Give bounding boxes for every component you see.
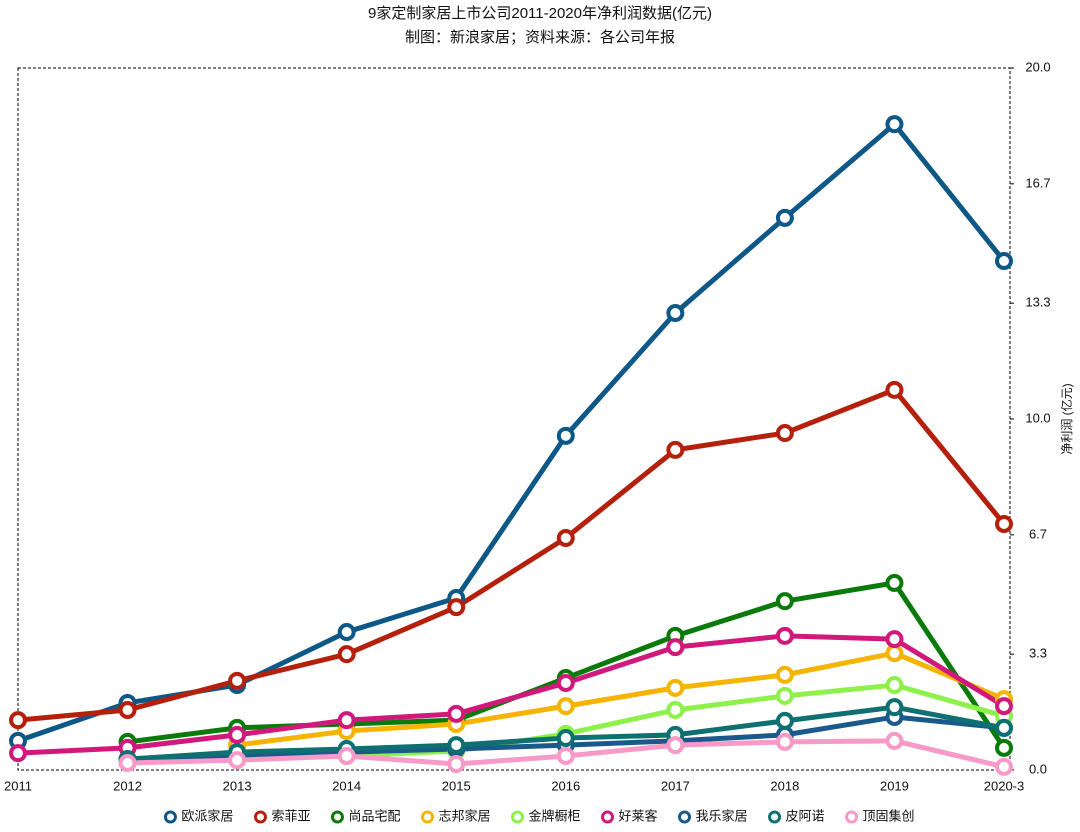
data-point	[775, 424, 794, 443]
y-tick-label: 10.0	[1025, 410, 1050, 425]
chart-subtitle: 制图：新浪家居；资料来源：各公司年报	[405, 29, 675, 46]
data-point	[447, 704, 466, 723]
y-tick-label: 3.3	[1029, 646, 1047, 661]
data-point	[228, 751, 247, 770]
x-tick-label: 2013	[223, 778, 252, 793]
data-point	[666, 736, 685, 755]
data-point	[666, 700, 685, 719]
data-point	[447, 598, 466, 617]
legend-label: 好莱客	[619, 808, 658, 823]
legend-marker	[420, 810, 434, 824]
legend-label: 志邦家居	[438, 808, 490, 823]
data-point	[995, 252, 1013, 271]
chart-title: 9家定制家居上市公司2011-2020年净利润数据(亿元)	[368, 5, 712, 22]
data-point	[885, 698, 904, 717]
data-point	[775, 711, 794, 730]
series-line	[127, 580, 1007, 750]
x-tick-label: 2019	[880, 778, 909, 793]
data-point	[447, 736, 466, 755]
series-line	[17, 121, 1006, 744]
data-point	[775, 665, 794, 684]
x-tick-label: 2018	[770, 778, 799, 793]
data-point	[556, 746, 575, 765]
series-line	[236, 650, 1005, 748]
data-point	[885, 573, 904, 592]
data-point	[228, 725, 247, 744]
legend-marker	[510, 810, 524, 824]
legend-marker	[330, 810, 344, 824]
legend-marker	[678, 810, 692, 824]
data-point	[995, 697, 1013, 716]
x-tick-label: 2012	[113, 778, 142, 793]
y-axis-label: 净利润 (亿元)	[1059, 383, 1074, 454]
data-point	[666, 638, 685, 657]
data-point	[885, 644, 904, 663]
x-tick-label: 2017	[661, 778, 690, 793]
data-point	[666, 303, 685, 322]
data-point	[9, 744, 27, 763]
data-point	[337, 711, 356, 730]
data-point	[885, 115, 904, 134]
x-tick-label: 2011	[4, 778, 32, 793]
data-point	[556, 673, 575, 692]
x-tick-label: 2020-3	[984, 778, 1024, 793]
y-tick-label: 6.7	[1029, 526, 1047, 541]
legend-label: 皮阿诺	[786, 808, 825, 823]
series-line	[17, 633, 1006, 756]
x-tick-label: 2016	[551, 778, 580, 793]
y-tick-label: 13.3	[1025, 295, 1050, 310]
x-tick-label: 2015	[442, 778, 471, 793]
data-point	[775, 592, 794, 611]
data-point	[337, 746, 356, 765]
data-point	[775, 208, 794, 227]
data-point	[556, 528, 575, 547]
plot-frame	[17, 67, 1011, 771]
data-point	[885, 676, 904, 695]
legend-marker	[601, 810, 615, 824]
data-point	[9, 711, 27, 730]
data-point	[666, 678, 685, 697]
data-point	[995, 738, 1013, 757]
legend-label: 索菲亚	[271, 808, 310, 823]
legend-label: 金牌橱柜	[528, 808, 580, 823]
data-point	[118, 753, 137, 772]
data-point	[995, 757, 1013, 776]
series-line	[17, 387, 1006, 723]
y-tick-label: 16.7	[1025, 175, 1050, 190]
data-point	[556, 729, 575, 748]
data-point	[666, 440, 685, 459]
legend-marker	[163, 810, 177, 824]
y-tick-label: 20.0	[1025, 59, 1050, 74]
data-point	[775, 732, 794, 751]
data-point	[337, 623, 356, 642]
data-point	[885, 380, 904, 399]
data-point	[995, 514, 1013, 533]
data-point	[885, 731, 904, 750]
data-point	[885, 630, 904, 649]
data-point	[775, 626, 794, 645]
legend-marker	[845, 810, 859, 824]
legend-marker	[253, 810, 267, 824]
x-tick-label: 2014	[332, 778, 361, 793]
data-point	[447, 755, 466, 774]
data-point	[118, 700, 137, 719]
data-point	[337, 645, 356, 664]
data-point	[556, 426, 575, 445]
data-point	[995, 718, 1013, 737]
data-point	[556, 697, 575, 716]
data-point	[775, 686, 794, 705]
legend-label: 我乐家居	[696, 808, 748, 823]
legend-label: 欧派家居	[181, 808, 233, 823]
legend-label: 尚品宅配	[348, 808, 400, 823]
legend-marker	[768, 810, 782, 824]
y-tick-label: 0.0	[1029, 761, 1047, 776]
data-point	[228, 671, 247, 690]
legend-label: 顶固集创	[863, 808, 915, 823]
